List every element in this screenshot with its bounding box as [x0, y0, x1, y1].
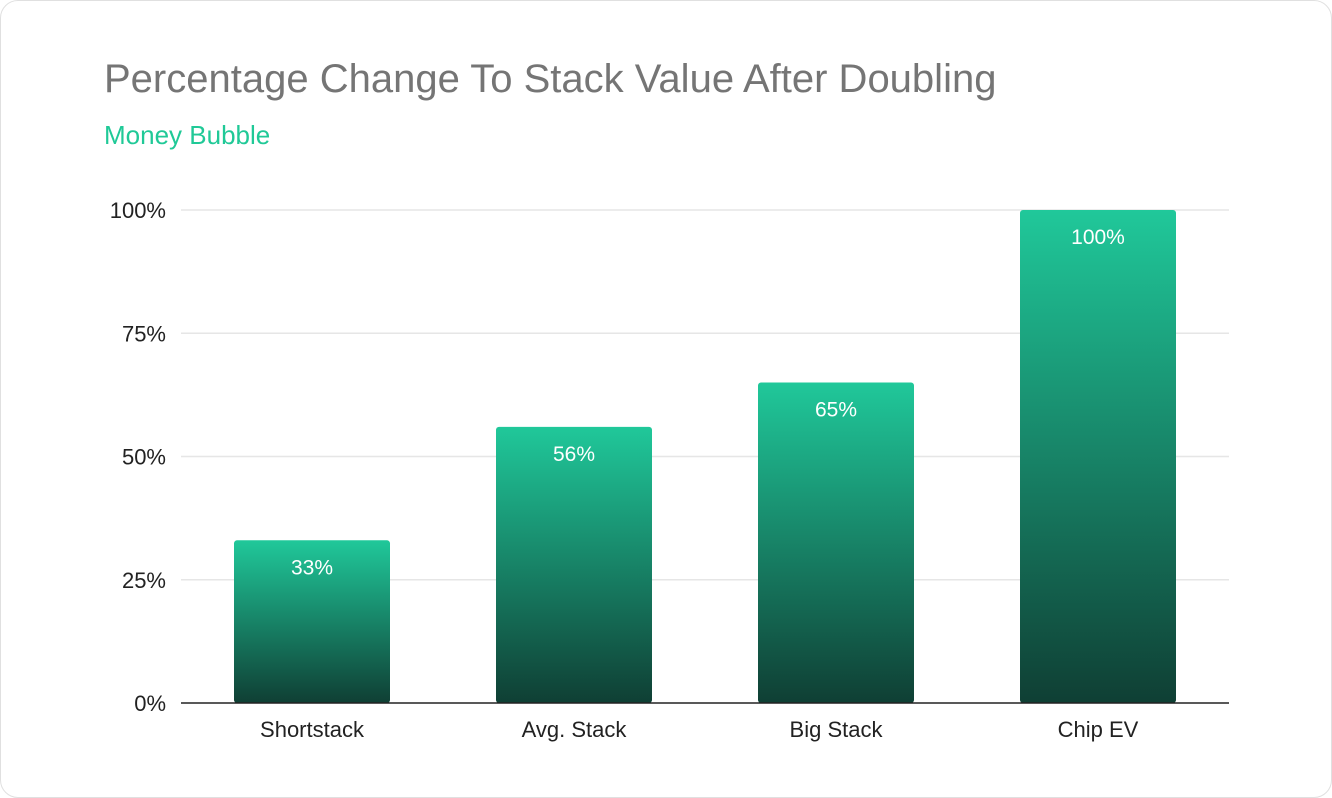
- y-tick-label: 0%: [134, 691, 166, 716]
- data-label: 56%: [553, 443, 595, 466]
- x-category-label: Chip EV: [1058, 717, 1139, 742]
- y-tick-label: 50%: [122, 445, 166, 470]
- x-category-label: Shortstack: [260, 717, 365, 742]
- bar-chip-ev: [1020, 210, 1176, 703]
- bar-shortstack: [234, 540, 390, 703]
- data-label: 65%: [815, 399, 857, 422]
- y-tick-label: 100%: [110, 198, 166, 223]
- bar-big-stack: [758, 382, 914, 703]
- x-category-label: Avg. Stack: [522, 717, 628, 742]
- data-label: 100%: [1071, 226, 1125, 249]
- chart-subtitle: Money Bubble: [104, 120, 271, 150]
- data-label: 33%: [291, 556, 333, 579]
- chart-title: Percentage Change To Stack Value After D…: [104, 57, 997, 101]
- bar-avg-stack: [496, 426, 652, 703]
- y-tick-label: 75%: [122, 321, 166, 346]
- y-tick-label: 25%: [122, 568, 166, 593]
- x-category-label: Big Stack: [790, 717, 884, 742]
